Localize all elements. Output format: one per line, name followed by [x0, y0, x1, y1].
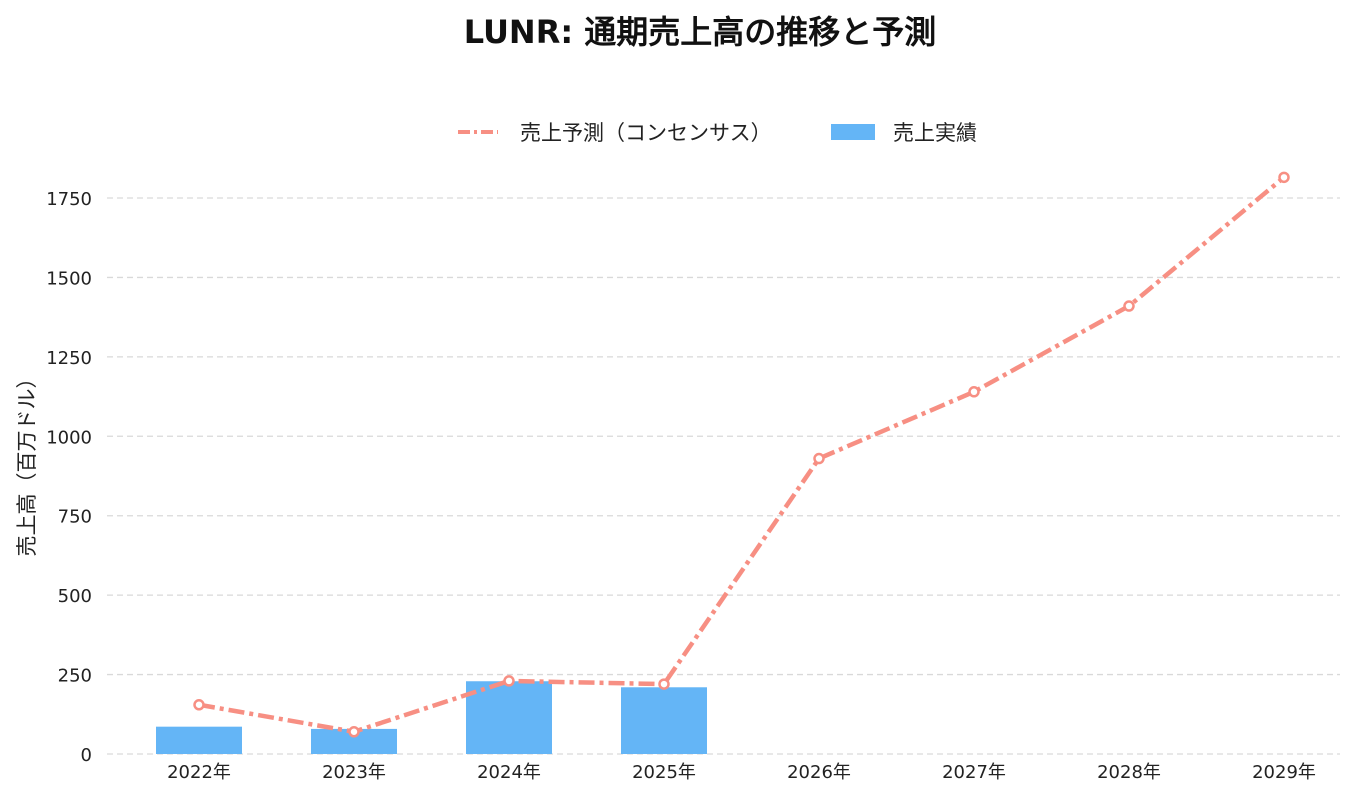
- x-tick-label: 2024年: [477, 762, 541, 783]
- y-tick-label: 1750: [46, 189, 92, 210]
- y-axis-label: 売上高（百万ドル）: [15, 368, 39, 557]
- legend-actual-swatch: [831, 124, 875, 140]
- forecast-line: [193, 171, 1290, 738]
- y-tick-labels: 0 250 500 750 1000 1250 1500 1750: [46, 189, 92, 766]
- x-tick-labels: 2022年 2023年 2024年 2025年 2026年 2027年 2028年 2029年: [167, 762, 1316, 783]
- y-tick-label: 1500: [46, 268, 92, 289]
- forecast-point: [813, 452, 825, 465]
- y-tick-label: 250: [58, 666, 92, 687]
- x-tick-label: 2029年: [1252, 762, 1316, 783]
- forecast-point: [503, 675, 515, 687]
- gridlines: [107, 197, 1340, 755]
- bar-actual: [156, 726, 242, 754]
- chart-title: LUNR: 通期売上高の推移と予測: [464, 13, 937, 51]
- legend-forecast-label: 売上予測（コンセンサス）: [520, 121, 772, 145]
- y-tick-label: 500: [58, 586, 92, 607]
- y-tick-label: 1250: [46, 348, 92, 369]
- bar-actual: [621, 687, 707, 754]
- forecast-point: [968, 386, 980, 398]
- forecast-point: [348, 726, 360, 738]
- x-tick-label: 2022年: [167, 762, 231, 783]
- actual-bars: [156, 681, 707, 754]
- forecast-point: [658, 678, 670, 690]
- bar-actual: [466, 681, 552, 754]
- y-tick-label: 750: [58, 507, 92, 528]
- forecast-series-line: [198, 175, 1286, 735]
- y-tick-label: 0: [81, 745, 92, 766]
- x-tick-label: 2028年: [1097, 762, 1161, 783]
- legend-actual-label: 売上実績: [893, 121, 977, 145]
- forecast-point: [1278, 171, 1290, 184]
- x-tick-label: 2026年: [787, 762, 851, 783]
- forecast-point: [193, 699, 205, 711]
- y-tick-label: 1000: [46, 427, 92, 448]
- x-tick-label: 2023年: [322, 762, 386, 783]
- forecast-point: [1123, 300, 1135, 312]
- x-tick-label: 2025年: [632, 762, 696, 783]
- legend: 売上予測（コンセンサス） 売上実績: [458, 121, 977, 145]
- x-tick-label: 2027年: [942, 762, 1006, 783]
